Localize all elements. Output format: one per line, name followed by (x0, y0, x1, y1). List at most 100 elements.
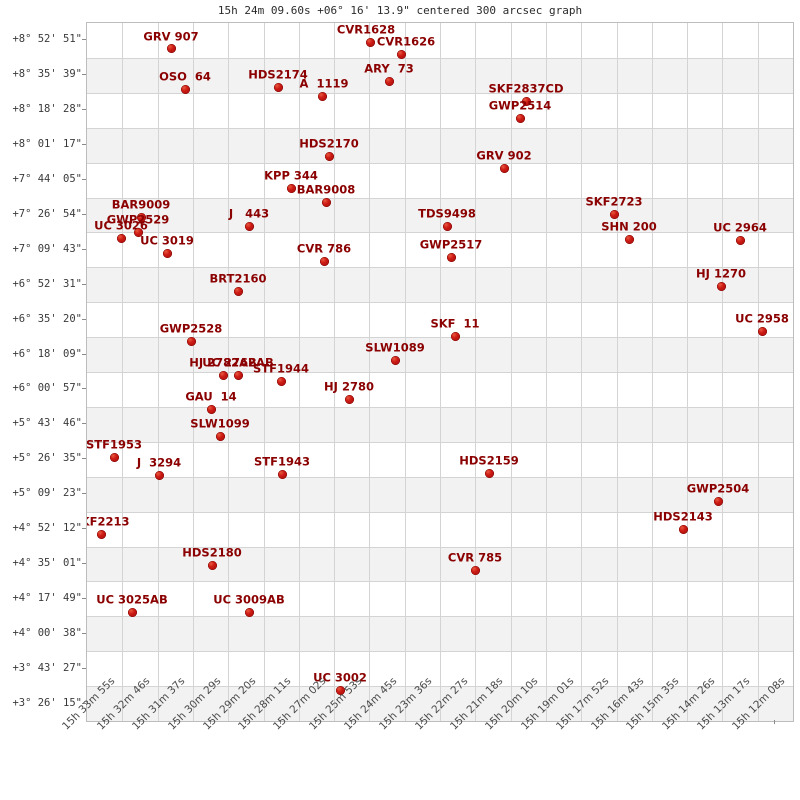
star-label: BAR9009 (111, 197, 171, 212)
star-marker[interactable] (515, 113, 525, 123)
star-label: UC 2964 (713, 220, 767, 235)
star-marker[interactable] (716, 281, 726, 291)
star-marker[interactable] (390, 355, 400, 365)
star-marker[interactable] (218, 370, 228, 380)
y-axis-tick-label: +3° 43' 27" (12, 661, 82, 674)
star-marker[interactable] (521, 96, 531, 106)
star-label: STF1953 (86, 437, 142, 452)
star-label: A 1119 (299, 76, 349, 91)
y-axis-tick (82, 353, 86, 355)
star-marker[interactable] (286, 183, 296, 193)
y-axis-tick-label: +5° 26' 35" (12, 452, 82, 465)
y-axis-tick (82, 109, 86, 111)
star-marker[interactable] (233, 370, 243, 380)
y-axis-tick-label: +8° 52' 51" (12, 33, 82, 46)
star-marker[interactable] (133, 227, 143, 237)
star-marker[interactable] (136, 212, 146, 222)
star-marker[interactable] (344, 394, 354, 404)
y-axis: +8° 52' 51" +8° 35' 39" +8° 18' 28" +8° 01'… (0, 0, 86, 800)
star-marker[interactable] (162, 248, 172, 258)
star-marker[interactable] (207, 560, 217, 570)
y-axis-tick (82, 667, 86, 669)
y-axis-tick-label: +4° 17' 49" (12, 591, 82, 604)
star-label: J 3294 (136, 455, 182, 470)
x-axis-tick (421, 720, 423, 724)
star-marker[interactable] (277, 469, 287, 479)
y-axis-tick-label: +6° 00' 57" (12, 382, 82, 395)
y-axis-tick-label: +6° 18' 09" (12, 347, 82, 360)
star-marker[interactable] (365, 37, 375, 47)
x-axis-tick (562, 720, 564, 724)
x-axis-tick (456, 720, 458, 724)
star-marker[interactable] (166, 43, 176, 53)
star-marker[interactable] (442, 221, 452, 231)
x-axis: 15h 33m 55s 15h 32m 46s 15h 31m 37s 15h 30m… (0, 675, 800, 800)
star-marker[interactable] (317, 91, 327, 101)
y-axis-tick (82, 493, 86, 495)
star-marker[interactable] (273, 82, 283, 92)
star-label: GRV 902 (476, 148, 532, 163)
star-marker[interactable] (127, 607, 137, 617)
gridline-vertical (334, 23, 335, 721)
star-marker[interactable] (470, 565, 480, 575)
star-label: UC 2762AB (202, 355, 274, 370)
star-marker[interactable] (154, 470, 164, 480)
star-label: BAR9008 (296, 182, 356, 197)
star-label: HJ 2782AB (189, 355, 257, 370)
star-marker[interactable] (233, 286, 243, 296)
star-marker[interactable] (319, 256, 329, 266)
star-marker[interactable] (96, 529, 106, 539)
y-axis-tick-label: +7° 26' 54" (12, 207, 82, 220)
x-axis-tick (703, 720, 705, 724)
star-marker[interactable] (757, 326, 767, 336)
plot-area[interactable]: GRV 907 OSO 64 HDS2174 A 1119 CVR1628 CVR1626… (86, 22, 794, 722)
y-axis-tick-label: +5° 09' 23" (12, 487, 82, 500)
star-marker[interactable] (450, 331, 460, 341)
y-axis-tick-label: +4° 00' 38" (12, 626, 82, 639)
star-marker[interactable] (735, 235, 745, 245)
x-axis-tick (527, 720, 529, 724)
star-marker[interactable] (335, 685, 345, 695)
star-label: GWP2504 (686, 481, 750, 496)
star-marker[interactable] (678, 524, 688, 534)
star-label: CVR 785 (447, 550, 503, 565)
star-label: CVR1626 (376, 34, 436, 49)
x-axis-tick (633, 720, 635, 724)
y-axis-tick (82, 318, 86, 320)
star-marker[interactable] (446, 252, 456, 262)
star-label: HDS2159 (459, 453, 519, 468)
gridline-vertical (722, 23, 723, 721)
star-marker[interactable] (324, 151, 334, 161)
star-marker[interactable] (276, 376, 286, 386)
star-marker[interactable] (609, 209, 619, 219)
star-marker[interactable] (244, 221, 254, 231)
y-axis-tick-label: +8° 35' 39" (12, 68, 82, 81)
x-axis-tick (280, 720, 282, 724)
star-marker[interactable] (396, 49, 406, 59)
star-label: STF1944 (253, 361, 309, 376)
gridline-vertical (193, 23, 194, 721)
star-marker[interactable] (499, 163, 509, 173)
star-label: SLW1099 (190, 416, 250, 431)
star-marker[interactable] (180, 84, 190, 94)
star-marker[interactable] (484, 468, 494, 478)
star-label: UC 3026 (94, 218, 148, 233)
gridline-vertical (440, 23, 441, 721)
star-marker[interactable] (624, 234, 634, 244)
star-marker[interactable] (109, 452, 119, 462)
x-axis-tick (774, 720, 776, 724)
star-label: UC 2958 (735, 311, 789, 326)
star-marker[interactable] (321, 197, 331, 207)
star-label: GWP2528 (159, 321, 223, 336)
gridline-vertical (158, 23, 159, 721)
star-label: HDS2143 (653, 509, 713, 524)
star-marker[interactable] (186, 336, 196, 346)
star-label: HJ 1270 (696, 266, 746, 281)
star-marker[interactable] (244, 607, 254, 617)
star-label: SHN 200 (601, 219, 657, 234)
star-marker[interactable] (384, 76, 394, 86)
star-marker[interactable] (713, 496, 723, 506)
star-marker[interactable] (215, 431, 225, 441)
star-marker[interactable] (116, 233, 126, 243)
star-marker[interactable] (206, 404, 216, 414)
